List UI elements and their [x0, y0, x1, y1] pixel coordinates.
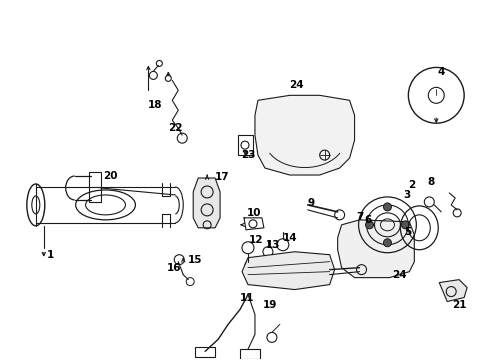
- Circle shape: [383, 239, 390, 247]
- Text: 12: 12: [248, 235, 263, 245]
- Text: 7: 7: [355, 212, 363, 222]
- Polygon shape: [337, 220, 413, 278]
- Polygon shape: [438, 280, 466, 302]
- Text: 16: 16: [167, 263, 181, 273]
- Bar: [195, 347, 215, 357]
- Text: 21: 21: [451, 300, 466, 310]
- Text: 15: 15: [187, 255, 202, 265]
- Text: 23: 23: [240, 150, 255, 160]
- Circle shape: [244, 262, 250, 268]
- Text: 2: 2: [407, 180, 414, 190]
- Polygon shape: [193, 178, 220, 228]
- Text: 8: 8: [427, 177, 434, 187]
- Text: 18: 18: [148, 100, 163, 110]
- Text: 4: 4: [437, 67, 444, 77]
- Text: 17: 17: [214, 172, 229, 182]
- Polygon shape: [254, 95, 354, 175]
- Text: 13: 13: [265, 240, 280, 250]
- Text: 24: 24: [289, 80, 304, 90]
- Text: 1: 1: [47, 250, 54, 260]
- Circle shape: [401, 221, 408, 229]
- Text: 9: 9: [306, 198, 314, 208]
- Bar: [88, 172, 101, 202]
- Circle shape: [383, 203, 390, 211]
- Text: 22: 22: [168, 123, 182, 133]
- Text: 20: 20: [103, 171, 118, 181]
- Text: 6: 6: [363, 215, 370, 225]
- Text: 5: 5: [403, 227, 410, 237]
- Circle shape: [365, 221, 373, 229]
- Text: 24: 24: [391, 270, 406, 280]
- Bar: [238, 135, 252, 155]
- Polygon shape: [242, 252, 334, 289]
- Text: 10: 10: [246, 208, 261, 218]
- Bar: [240, 349, 260, 359]
- Text: 3: 3: [403, 190, 410, 200]
- Text: 19: 19: [262, 300, 277, 310]
- Text: 11: 11: [239, 293, 254, 302]
- Text: 14: 14: [282, 233, 297, 243]
